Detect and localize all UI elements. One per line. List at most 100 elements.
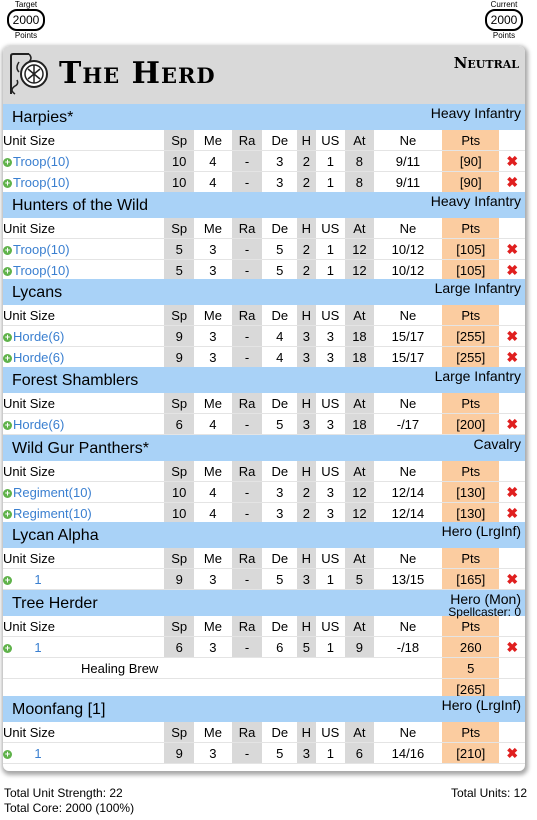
plus-icon[interactable]: + xyxy=(3,352,12,363)
unit-size-link[interactable]: Horde(6) xyxy=(13,349,65,365)
col-header-ne: Ne xyxy=(373,616,443,637)
close-icon[interactable]: ✖ xyxy=(506,638,519,655)
unit-stats-table: Unit Size Sp Me Ra De H US At Ne Pts + Troop(10) 10 4… xyxy=(3,130,525,193)
plus-icon[interactable]: + xyxy=(3,419,12,430)
plus-icon[interactable]: + xyxy=(3,177,12,188)
close-icon[interactable]: ✖ xyxy=(506,415,519,432)
unit-size-link[interactable]: Troop(10) xyxy=(13,262,70,278)
col-header-ne: Ne xyxy=(373,218,443,239)
col-header-sp: Sp xyxy=(164,722,194,743)
unit-size-link[interactable]: 1 xyxy=(34,745,42,761)
stat-ne: 15/17 xyxy=(373,325,443,347)
unit-type-block: Hero (LrgInf) xyxy=(442,524,521,538)
unit-type-block: Heavy Infantry xyxy=(431,106,521,120)
plus-icon[interactable]: + xyxy=(3,265,12,276)
close-icon[interactable]: ✖ xyxy=(506,570,519,587)
col-header-h: H xyxy=(297,461,316,482)
plus-icon[interactable]: + xyxy=(3,331,12,342)
unit-points: [105] xyxy=(442,259,500,281)
stat-de: 4 xyxy=(262,325,298,347)
stat-h: 3 xyxy=(297,568,316,590)
stat-us: 1 xyxy=(315,238,346,260)
col-header-size: Unit Size xyxy=(3,461,165,482)
col-header-h: H xyxy=(297,722,316,743)
unit-type-block: Large Infantry xyxy=(435,369,521,383)
col-header-size: Unit Size xyxy=(3,722,165,743)
unit-size-cell: +1 xyxy=(3,742,165,764)
close-icon[interactable]: ✖ xyxy=(506,152,519,169)
unit-size-link[interactable]: Horde(6) xyxy=(13,328,65,344)
close-icon[interactable]: ✖ xyxy=(506,504,519,521)
close-icon[interactable]: ✖ xyxy=(506,327,519,344)
stat-h: 3 xyxy=(297,346,316,368)
stat-me: 3 xyxy=(194,238,232,260)
col-header-h: H xyxy=(297,130,316,151)
stat-h: 5 xyxy=(297,636,316,658)
unit-size-link[interactable]: Regiment(10) xyxy=(13,484,92,500)
plus-icon[interactable]: + xyxy=(3,244,12,255)
stat-ra: - xyxy=(231,481,263,503)
col-header-me: Me xyxy=(194,130,232,151)
close-icon[interactable]: ✖ xyxy=(506,173,519,190)
unit-size-link[interactable]: 1 xyxy=(34,639,42,655)
stat-at: 6 xyxy=(345,742,374,764)
stat-de: 3 xyxy=(262,171,298,193)
unit-size-cell: + Horde(6) xyxy=(3,346,165,368)
unit-size-link[interactable]: Troop(10) xyxy=(13,241,70,257)
close-icon[interactable]: ✖ xyxy=(506,483,519,500)
stat-ne: 14/16 xyxy=(373,742,443,764)
plus-icon[interactable]: + xyxy=(3,642,12,653)
col-header-us: US xyxy=(315,722,346,743)
unit-type: Hero (LrgInf) xyxy=(441,697,521,713)
stat-ra: - xyxy=(231,325,263,347)
plus-icon[interactable]: + xyxy=(3,748,12,759)
col-header-de: De xyxy=(262,218,298,239)
unit-size-cell: + Horde(6) xyxy=(3,413,165,435)
unit-size-link[interactable]: Horde(6) xyxy=(13,416,65,432)
col-header-de: De xyxy=(262,305,298,326)
target-points-value[interactable]: 2000 xyxy=(6,9,46,31)
unit-stats-table: Unit Size Sp Me Ra De H US At Ne Pts + Horde(6) 9 3-4… xyxy=(3,305,525,368)
col-header-ra: Ra xyxy=(231,722,263,743)
plus-icon[interactable]: + xyxy=(3,487,12,498)
unit-size-cell: +1 xyxy=(3,568,165,590)
col-header-ne: Ne xyxy=(373,722,443,743)
remove-cell: ✖ xyxy=(499,742,525,764)
plus-icon[interactable]: + xyxy=(3,574,12,585)
target-points-unit: Points xyxy=(14,31,38,40)
remove-cell: ✖ xyxy=(499,346,525,368)
unit-points: [105] xyxy=(442,238,500,260)
col-header-de: De xyxy=(262,393,298,414)
col-header-size: Unit Size xyxy=(3,305,165,326)
col-header-at: At xyxy=(345,218,374,239)
close-icon[interactable]: ✖ xyxy=(506,261,519,278)
col-header-ra: Ra xyxy=(231,461,263,482)
close-icon[interactable]: ✖ xyxy=(506,240,519,257)
stat-at: 5 xyxy=(345,568,374,590)
unit-size-link[interactable]: Troop(10) xyxy=(13,153,70,169)
unit-entry: Lycans Large Infantry Unit Size Sp Me Ra De H US… xyxy=(3,279,525,368)
unit-points: [200] xyxy=(442,413,500,435)
stat-at: 18 xyxy=(345,346,374,368)
total-unit-strength: Total Unit Strength: 22 xyxy=(4,786,123,800)
stat-me: 4 xyxy=(194,481,232,503)
close-icon[interactable]: ✖ xyxy=(506,744,519,761)
unit-size-link[interactable]: Troop(10) xyxy=(13,174,70,190)
plus-icon[interactable]: + xyxy=(3,508,12,519)
unit-entry: Lycan Alpha Hero (LrgInf) Unit Size Sp Me Ra D… xyxy=(3,522,525,590)
army-title: The Herd xyxy=(59,56,216,91)
col-header-ra: Ra xyxy=(231,548,263,569)
stat-at: 8 xyxy=(345,150,374,172)
unit-size-link[interactable]: 1 xyxy=(34,571,42,587)
close-icon[interactable]: ✖ xyxy=(506,348,519,365)
remove-cell: ✖ xyxy=(499,238,525,260)
plus-icon[interactable]: + xyxy=(3,156,12,167)
unit-size-cell: + Troop(10) xyxy=(3,171,165,193)
col-header-pts: Pts xyxy=(442,461,500,482)
stat-at: 18 xyxy=(345,413,374,435)
col-header-size: Unit Size xyxy=(3,393,165,414)
stat-me: 3 xyxy=(194,636,232,658)
col-header-me: Me xyxy=(194,218,232,239)
stat-sp: 6 xyxy=(164,413,194,435)
unit-size-link[interactable]: Regiment(10) xyxy=(13,505,92,521)
